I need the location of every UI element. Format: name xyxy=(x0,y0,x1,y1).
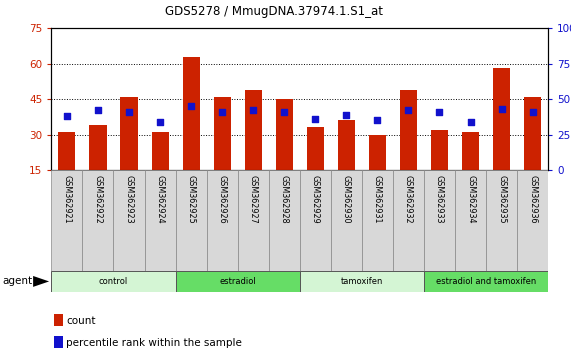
Bar xyxy=(120,97,138,170)
Bar xyxy=(82,170,114,271)
Text: GSM362925: GSM362925 xyxy=(187,175,196,224)
Text: GSM362933: GSM362933 xyxy=(435,175,444,223)
Bar xyxy=(424,170,455,271)
Text: GSM362932: GSM362932 xyxy=(404,175,413,224)
Bar xyxy=(517,170,548,271)
Point xyxy=(373,118,382,123)
Text: GSM362931: GSM362931 xyxy=(373,175,382,223)
Bar xyxy=(244,90,262,170)
Bar xyxy=(144,170,176,271)
Bar xyxy=(524,97,541,170)
Bar xyxy=(54,336,63,348)
Bar xyxy=(362,170,393,271)
Bar xyxy=(176,170,207,271)
Text: GSM362935: GSM362935 xyxy=(497,175,506,224)
Point xyxy=(248,108,258,113)
Bar xyxy=(114,170,144,271)
Bar xyxy=(51,170,82,271)
Bar xyxy=(300,271,424,292)
Text: GSM362928: GSM362928 xyxy=(280,175,289,224)
Point xyxy=(218,109,227,115)
Bar xyxy=(207,170,238,271)
Text: GSM362921: GSM362921 xyxy=(62,175,71,224)
Bar xyxy=(58,132,75,170)
Bar xyxy=(393,170,424,271)
Text: GSM362929: GSM362929 xyxy=(311,175,320,224)
Text: estradiol: estradiol xyxy=(219,277,256,286)
Bar xyxy=(493,68,510,170)
Text: GSM362934: GSM362934 xyxy=(466,175,475,223)
Bar xyxy=(424,271,548,292)
Text: estradiol and tamoxifen: estradiol and tamoxifen xyxy=(436,277,536,286)
Point xyxy=(155,119,164,125)
Bar xyxy=(338,120,355,170)
Point xyxy=(466,119,475,125)
Point xyxy=(124,109,134,115)
Text: GSM362922: GSM362922 xyxy=(94,175,102,224)
Text: GSM362930: GSM362930 xyxy=(342,175,351,223)
Text: tamoxifen: tamoxifen xyxy=(341,277,383,286)
Bar xyxy=(214,97,231,170)
Text: agent: agent xyxy=(3,276,33,286)
Point xyxy=(435,109,444,115)
Point xyxy=(62,113,71,119)
Bar xyxy=(183,57,200,170)
Bar xyxy=(54,314,63,326)
Text: count: count xyxy=(66,316,96,326)
Bar xyxy=(369,135,386,170)
Bar xyxy=(431,130,448,170)
Bar xyxy=(462,132,479,170)
Bar xyxy=(176,271,300,292)
Text: percentile rank within the sample: percentile rank within the sample xyxy=(66,338,242,348)
Point xyxy=(528,109,537,115)
Bar xyxy=(269,170,300,271)
Bar xyxy=(455,170,486,271)
Point xyxy=(342,112,351,118)
Point xyxy=(404,108,413,113)
Bar xyxy=(51,271,176,292)
Polygon shape xyxy=(33,276,49,287)
Point xyxy=(187,103,196,109)
Point xyxy=(94,108,103,113)
Point xyxy=(497,106,506,112)
Text: GSM362926: GSM362926 xyxy=(218,175,227,224)
Bar xyxy=(300,170,331,271)
Text: control: control xyxy=(99,277,128,286)
Text: GDS5278 / MmugDNA.37974.1.S1_at: GDS5278 / MmugDNA.37974.1.S1_at xyxy=(165,5,383,18)
Bar xyxy=(400,90,417,170)
Bar xyxy=(331,170,362,271)
Bar xyxy=(238,170,269,271)
Text: GSM362936: GSM362936 xyxy=(528,175,537,223)
Text: GSM362927: GSM362927 xyxy=(249,175,258,224)
Bar xyxy=(90,125,107,170)
Point xyxy=(280,109,289,115)
Bar xyxy=(276,99,293,170)
Bar xyxy=(151,132,168,170)
Bar xyxy=(486,170,517,271)
Bar xyxy=(307,127,324,170)
Text: GSM362924: GSM362924 xyxy=(155,175,164,224)
Point xyxy=(311,116,320,122)
Text: GSM362923: GSM362923 xyxy=(124,175,134,224)
